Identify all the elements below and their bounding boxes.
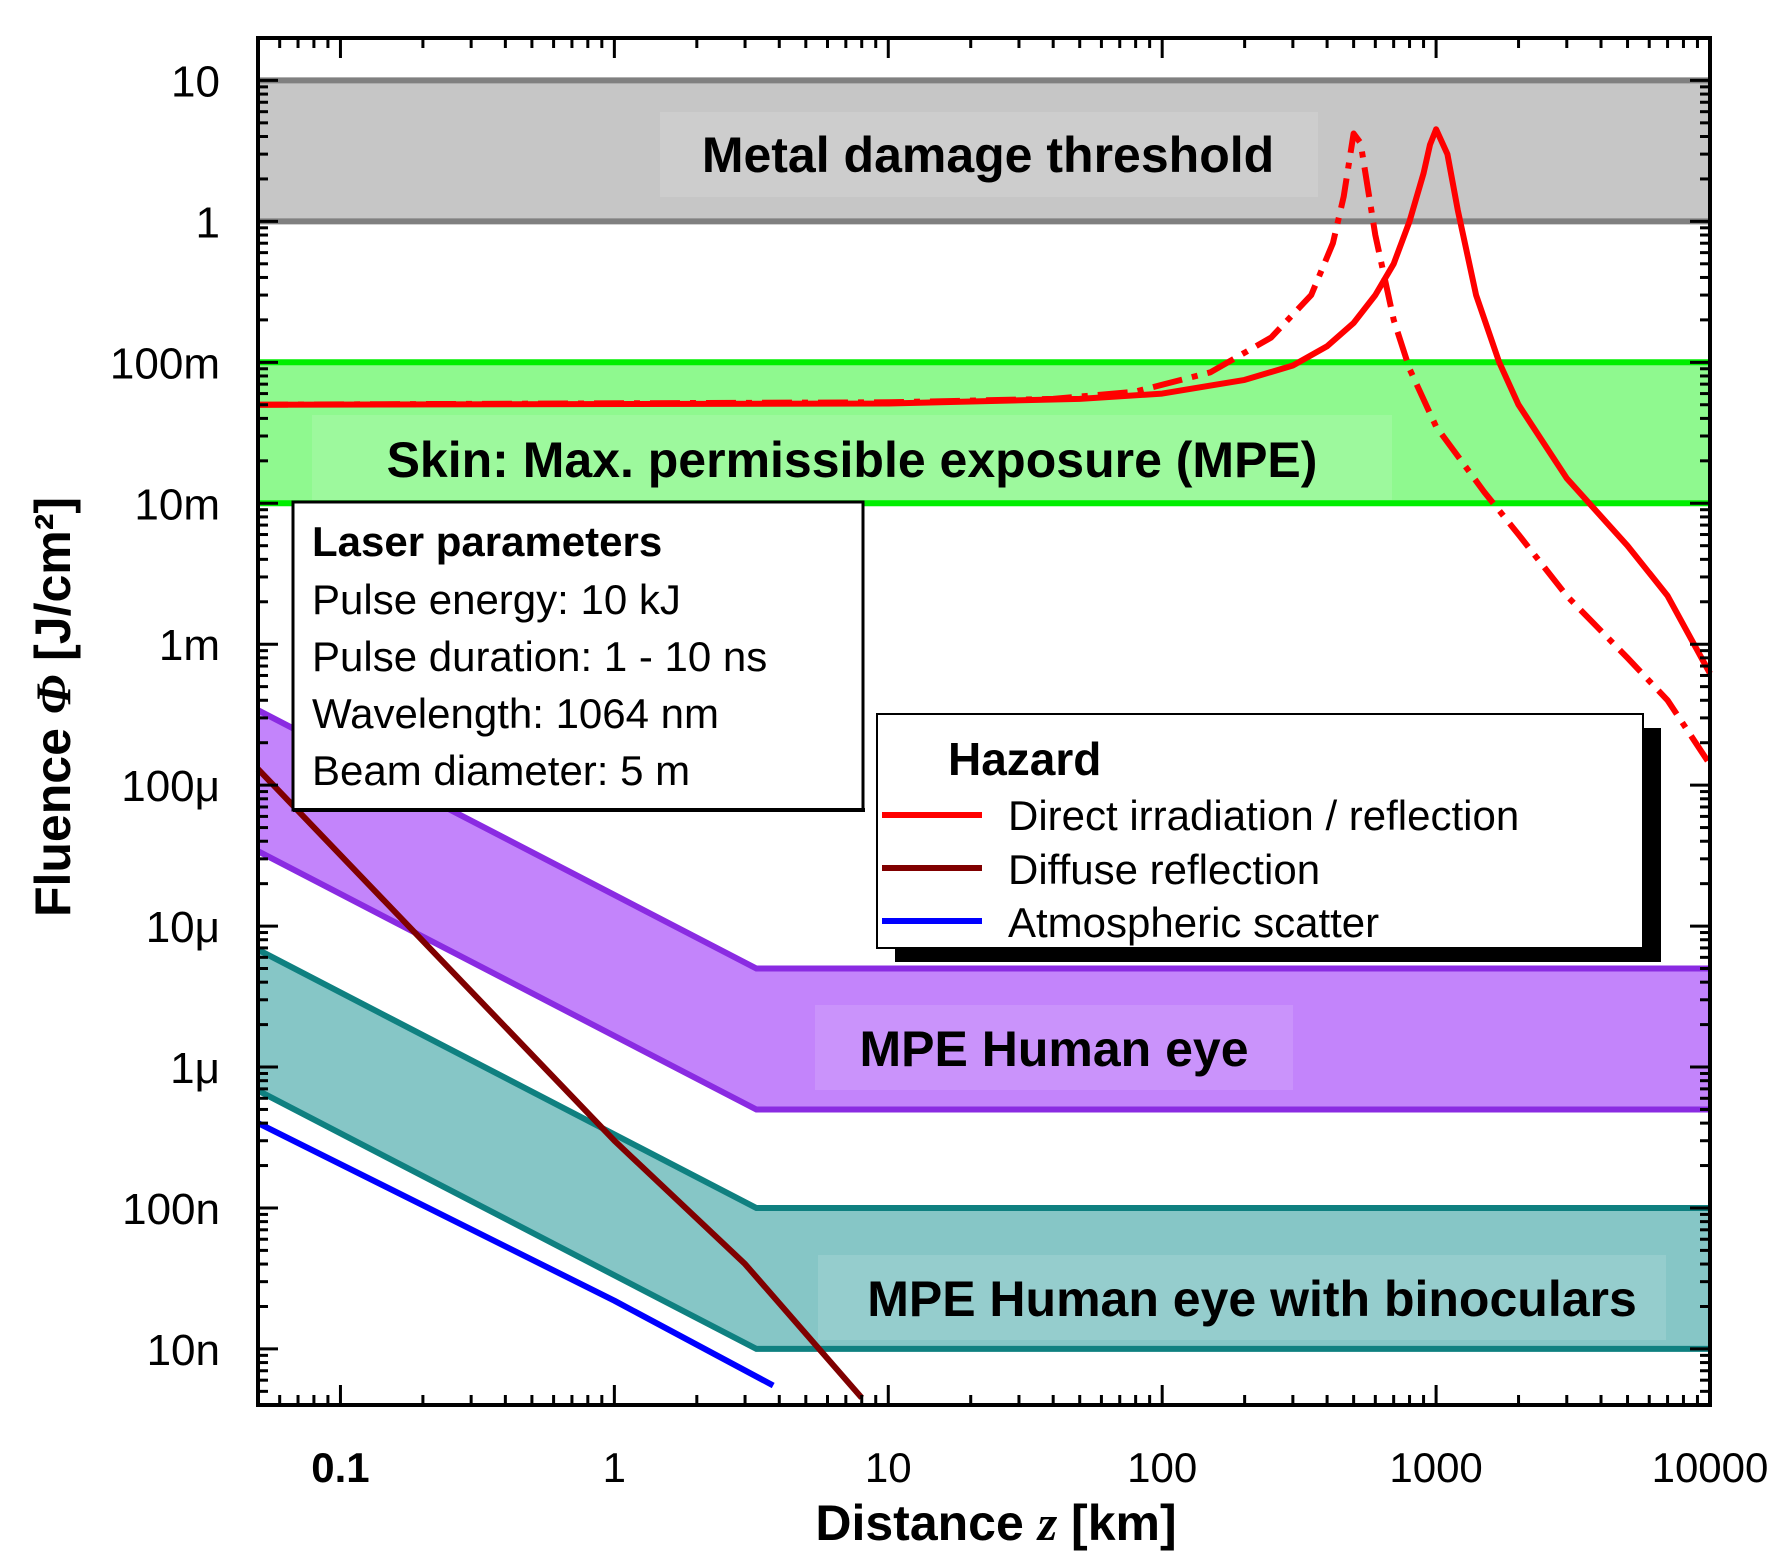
band-label-metal-damage-threshold: Metal damage threshold xyxy=(702,127,1274,183)
legend-frame xyxy=(876,713,1644,949)
band-label-bg-mpe-human-eye xyxy=(815,1005,1293,1090)
series-line-direct-irradiation-reflection xyxy=(257,126,1713,675)
legend-title: Hazard xyxy=(948,733,1101,785)
band-label-mpe-human-eye-with-binoculars: MPE Human eye with binoculars xyxy=(867,1271,1637,1327)
laser-parameter-line: Pulse duration: 1 - 10 ns xyxy=(312,633,767,680)
legend: Hazard Direct irradiation / reflection D… xyxy=(876,713,1661,962)
y-tick-label: 10μ xyxy=(146,903,220,952)
plot-frame xyxy=(256,36,1712,1407)
band-upper-edge-mpe-human-eye-with-binoculars xyxy=(256,947,1710,1211)
laser-parameters-frame xyxy=(291,500,865,812)
y-tick-label: 1μ xyxy=(170,1044,220,1093)
y-tick-label: 10m xyxy=(134,480,220,529)
axes-layer: 0.1 1 10 100 1000 10000 10 1 100m 10m 1m 100μ 10μ 1μ 1… xyxy=(110,36,1769,1491)
band-label-bg-mpe-human-eye-with-binoculars xyxy=(818,1255,1666,1340)
band-label-skin-max-permissible-exposure-mpe: Skin: Max. permissible exposure (MPE) xyxy=(387,432,1318,488)
band-lower-edge-mpe-human-eye xyxy=(256,848,1710,1113)
series-line-atmospheric-scatter xyxy=(256,1120,775,1389)
x-tick-label: 1 xyxy=(603,1444,626,1491)
y-tick-label: 10 xyxy=(171,57,220,106)
x-tick-label: 1000 xyxy=(1389,1444,1482,1491)
y-tick-label: 1m xyxy=(159,621,220,670)
laser-parameters-shadow xyxy=(293,808,865,812)
laser-parameters-title: Laser parameters xyxy=(312,518,662,565)
band-lower-edge-mpe-human-eye-with-binoculars xyxy=(256,1087,1710,1352)
band-fill-mpe-human-eye xyxy=(258,710,1710,1110)
laser-parameter-line: Beam diameter: 5 m xyxy=(312,747,690,794)
x-axis-title: Distance z [km] xyxy=(815,1495,1176,1551)
legend-label-direct: Direct irradiation / reflection xyxy=(1008,792,1519,839)
bands-layer xyxy=(256,77,1710,1352)
y-tick-label: 1 xyxy=(196,198,220,247)
band-label-mpe-human-eye: MPE Human eye xyxy=(859,1021,1248,1077)
band-labels-layer: Metal damage threshold Skin: Max. permiss… xyxy=(312,112,1666,1340)
legend-label-diffuse: Diffuse reflection xyxy=(1008,846,1320,893)
laser-parameter-line: Pulse energy: 10 kJ xyxy=(312,576,681,623)
x-tick-label: 10 xyxy=(865,1444,912,1491)
legend-label-atmospheric: Atmospheric scatter xyxy=(1008,899,1379,946)
band-fill-mpe-human-eye-with-binoculars xyxy=(258,949,1710,1349)
band-label-bg-metal-damage-threshold xyxy=(660,112,1318,197)
x-tick-label: 10000 xyxy=(1652,1444,1769,1491)
y-tick-label: 100μ xyxy=(121,762,220,811)
series-layer xyxy=(255,126,1713,1400)
series-line-diffuse-reflection xyxy=(255,767,864,1400)
band-label-bg-skin-max-permissible-exposure-mpe xyxy=(312,415,1392,500)
series-line-direct-irradiation-reflection-dash-dot xyxy=(257,130,1713,767)
laser-parameters-box: Laser parameters Pulse energy: 10 kJ Pul… xyxy=(291,500,865,812)
y-tick-label: 100n xyxy=(122,1185,220,1234)
laser-parameter-line: Wavelength: 1064 nm xyxy=(312,690,719,737)
x-tick-label: 100 xyxy=(1127,1444,1197,1491)
y-tick-label: 10n xyxy=(147,1326,220,1375)
x-tick-label: 0.1 xyxy=(311,1444,369,1491)
band-fill-skin-max-permissible-exposure-mpe xyxy=(258,362,1710,504)
y-tick-label: 100m xyxy=(110,339,220,388)
y-axis-title: Fluence Φ [J/cm²] xyxy=(25,497,81,917)
